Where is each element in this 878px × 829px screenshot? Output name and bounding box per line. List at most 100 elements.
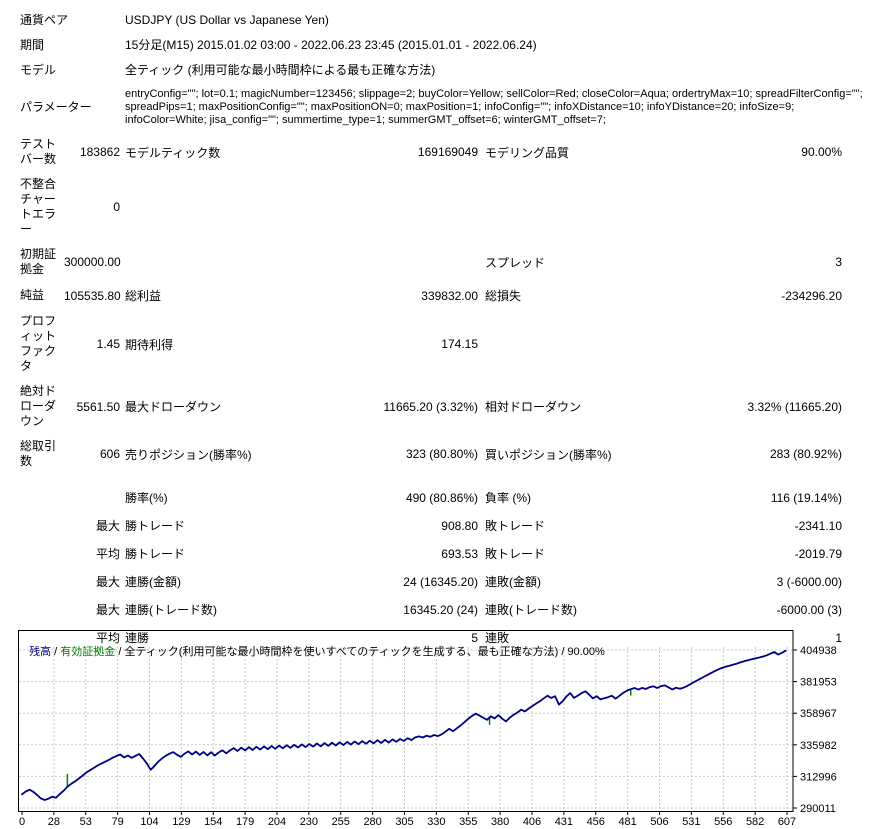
- balance-legend-label: 残高: [29, 646, 52, 658]
- row-value: 323 (80.80%): [405, 447, 478, 461]
- svg-text:312996: 312996: [800, 771, 837, 783]
- svg-text:230: 230: [300, 816, 318, 828]
- row-label: モデル: [20, 63, 57, 77]
- row-value: 1: [835, 630, 842, 645]
- report-table: 通貨ペア USDJPY (US Dollar vs Japanese Yen) 期間…: [20, 13, 878, 646]
- row-wide-value: entryConfig=""; lot=0.1; magicNumber=123…: [125, 88, 863, 126]
- row-label: テスト バー数: [20, 137, 57, 166]
- row-label: 連敗: [485, 631, 510, 645]
- row-label: 純益: [20, 288, 45, 302]
- svg-text:355: 355: [459, 816, 477, 828]
- svg-text:481: 481: [618, 816, 636, 828]
- row-value: 90.00%: [801, 145, 842, 159]
- row-label: 勝率(%): [125, 491, 168, 505]
- svg-text:28: 28: [48, 816, 60, 828]
- svg-text:290011: 290011: [800, 803, 836, 815]
- row-value: 24 (16345.20): [403, 574, 478, 589]
- table-row: 平均 連勝 5 連敗 1: [20, 629, 878, 646]
- row-value: -2341.10: [794, 518, 842, 533]
- row-label: 初期証 拠金: [20, 247, 57, 276]
- legend-separator: /: [51, 646, 61, 658]
- row-label: 総取引 数: [20, 439, 57, 468]
- row-value: 606: [99, 447, 120, 461]
- row-label: スプレッド: [485, 255, 546, 270]
- row-label: 買いポジション(勝率%): [485, 447, 612, 462]
- row-value: 最大: [95, 519, 120, 533]
- row-wide-value: 全ティック (利用可能な最小時間枠による最も正確な方法): [125, 63, 436, 77]
- svg-text:456: 456: [587, 816, 605, 828]
- modeling-quality-value: 90.00%: [567, 646, 605, 658]
- svg-text:330: 330: [427, 816, 445, 828]
- row-value: 1.45: [96, 337, 120, 351]
- row-label: 総損失: [485, 289, 522, 303]
- row-label: 敗トレード: [485, 547, 546, 561]
- svg-text:129: 129: [172, 816, 190, 828]
- svg-text:305: 305: [395, 816, 413, 828]
- svg-text:582: 582: [746, 816, 764, 828]
- table-row: 最大 連勝(金額) 24 (16345.20) 連敗(金額) 3 (-6000.00): [20, 573, 878, 590]
- row-value: 169169049: [417, 145, 478, 159]
- row-value: 16345.20 (24): [403, 602, 478, 617]
- svg-text:79: 79: [112, 816, 124, 828]
- row-value: 908.80: [441, 518, 478, 533]
- row-value: 3.32% (11665.20): [747, 399, 842, 414]
- equity-chart-svg: 290011 312996 335982 358967 381953 404938 0 28 5…: [18, 630, 837, 828]
- row-value: 11665.20 (3.32%): [383, 399, 478, 414]
- row-value: 300000.00: [64, 255, 121, 269]
- table-row: 通貨ペア USDJPY (US Dollar vs Japanese Yen): [20, 13, 878, 28]
- table-row: 期間 15分足(M15) 2015.01.02 03:00 - 2022.06.2…: [20, 38, 878, 53]
- row-label: 期間: [20, 38, 45, 52]
- table-row: プロフ ィット ファク タ 1.45 期待利得 174.15: [20, 314, 878, 374]
- svg-text:380: 380: [491, 816, 509, 828]
- svg-text:404938: 404938: [800, 645, 837, 657]
- row-label: 相対ドローダウン: [485, 400, 582, 414]
- row-value: 平均: [95, 631, 120, 645]
- row-label: 敗トレード: [485, 519, 546, 533]
- row-value: 5561.50: [76, 399, 120, 414]
- table-row: 純益 105535.80 総利益 339832.00 総損失 -234296.20: [20, 287, 878, 304]
- svg-text:381953: 381953: [800, 677, 837, 689]
- row-label: 勝トレード: [125, 519, 186, 533]
- row-value: 490 (80.86%): [405, 490, 478, 505]
- svg-text:406: 406: [523, 816, 541, 828]
- table-row: テスト バー数 183862 モデルティック数 169169049 モデリング品質 90.…: [20, 137, 878, 167]
- svg-text:607: 607: [778, 816, 796, 828]
- row-label: 売りポジション(勝率%): [125, 447, 252, 462]
- row-label: 負率 (%): [485, 491, 531, 505]
- row-label: 最大ドローダウン: [125, 400, 222, 414]
- row-wide-value: USDJPY (US Dollar vs Japanese Yen): [125, 13, 329, 27]
- table-row: 最大 勝トレード 908.80 敗トレード -2341.10: [20, 517, 878, 534]
- svg-text:204: 204: [268, 816, 286, 828]
- table-row: 最大 連勝(トレード数) 16345.20 (24) 連敗(トレード数) -6000.0…: [20, 601, 878, 618]
- row-label: 絶対ド ローダ ウン: [20, 384, 57, 428]
- row-value: 0: [113, 200, 120, 214]
- row-label: 不整合 チャー トエラ ー: [20, 177, 57, 236]
- svg-text:335982: 335982: [800, 740, 837, 752]
- table-row: 不整合 チャー トエラ ー 0: [20, 177, 878, 237]
- svg-text:506: 506: [650, 816, 668, 828]
- row-value: 116 (19.14%): [770, 490, 842, 505]
- equity-legend-label: 有効証拠金: [60, 646, 116, 658]
- row-value: 3 (-6000.00): [776, 574, 842, 589]
- table-row: 絶対ド ローダ ウン 5561.50 最大ドローダウン 11665.20 (3.32%…: [20, 384, 878, 429]
- row-value: 最大: [95, 603, 120, 617]
- svg-text:280: 280: [363, 816, 381, 828]
- svg-text:556: 556: [714, 816, 732, 828]
- row-value: 平均: [95, 547, 120, 561]
- row-value: 最大: [95, 575, 120, 589]
- table-row: パラメーター entryConfig=""; lot=0.1; magicNumb…: [20, 88, 878, 127]
- svg-text:179: 179: [236, 816, 254, 828]
- row-value: -234296.20: [781, 288, 842, 303]
- row-label: パラメーター: [20, 100, 92, 114]
- row-label: 連敗(金額): [485, 575, 541, 589]
- chart-model-description: 全ティック(利用可能な最小時間枠を使いすべてのティックを生成する、最も正確な方法…: [124, 646, 559, 658]
- row-label: 連勝(金額): [125, 575, 181, 589]
- svg-text:53: 53: [80, 816, 92, 828]
- legend-separator: /: [115, 646, 125, 658]
- row-value: 283 (80.92%): [769, 447, 842, 461]
- row-label: 連敗(トレード数): [485, 603, 577, 617]
- row-value: -6000.00 (3): [776, 602, 842, 617]
- svg-text:104: 104: [140, 816, 158, 828]
- row-label: モデリング品質: [485, 145, 570, 160]
